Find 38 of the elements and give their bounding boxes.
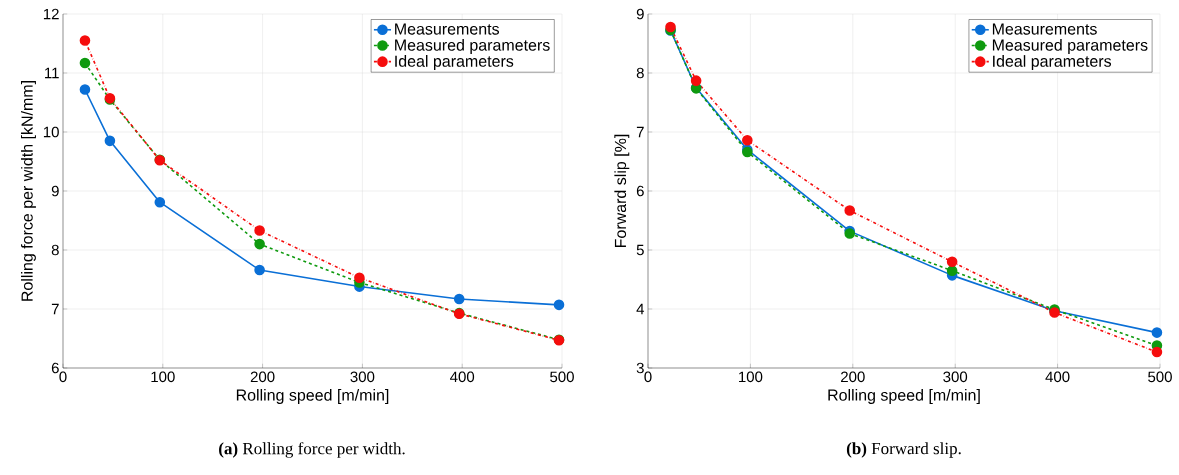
y-tick-label: 6 [51,362,59,374]
y-tick-label: 11 [45,67,59,79]
text: (a) Rolling force per width. [219,442,405,458]
x-tick-label: 0 [644,371,652,383]
y-tick-label: 6 [636,185,644,197]
y-tick-label: 10 [43,126,59,138]
legend-label: Measured parameters [395,39,550,54]
y-tick-label: 3 [636,362,644,374]
y-tick-label: 8 [636,67,644,79]
x-tick-label: 200 [841,371,865,383]
legend-label: Measured parameters [992,39,1148,54]
y-tick-label: 5 [636,244,644,256]
y-tick-label: 7 [51,303,59,315]
y-tick-label: 4 [636,303,645,315]
x-tick-label: 0 [59,371,67,383]
legend-label: Ideal parameters [993,55,1112,71]
y-tick-label: 8 [51,244,59,256]
y-tick-label: 9 [636,8,644,20]
legend-label: Ideal parameters [395,55,514,71]
text: (b) Forward slip. [846,442,961,458]
x-tick-label: 200 [250,371,275,383]
x-tick-label: 500 [550,371,574,383]
y-tick-label: 12 [43,8,59,20]
x-tick-label: 400 [450,371,475,383]
x-axis-title: Rolling speed [m/min] [236,389,389,404]
x-tick-label: 500 [1148,371,1172,383]
y-axis-title: Forward slip [%] [614,134,630,248]
x-tick-label: 100 [739,371,763,383]
x-tick-label: 300 [943,371,968,383]
y-axis-title: Rolling force per width [kN/mm] [21,81,36,301]
legend-label: Measurements [992,23,1097,35]
x-tick-label: 100 [151,371,175,383]
y-tick-label: 9 [51,185,59,197]
x-axis-title: Rolling speed [m/min] [828,389,980,404]
y-tick-label: 7 [636,126,644,138]
x-tick-label: 300 [350,371,375,383]
x-tick-label: 400 [1045,371,1070,383]
legend-label: Measurements [395,23,500,35]
